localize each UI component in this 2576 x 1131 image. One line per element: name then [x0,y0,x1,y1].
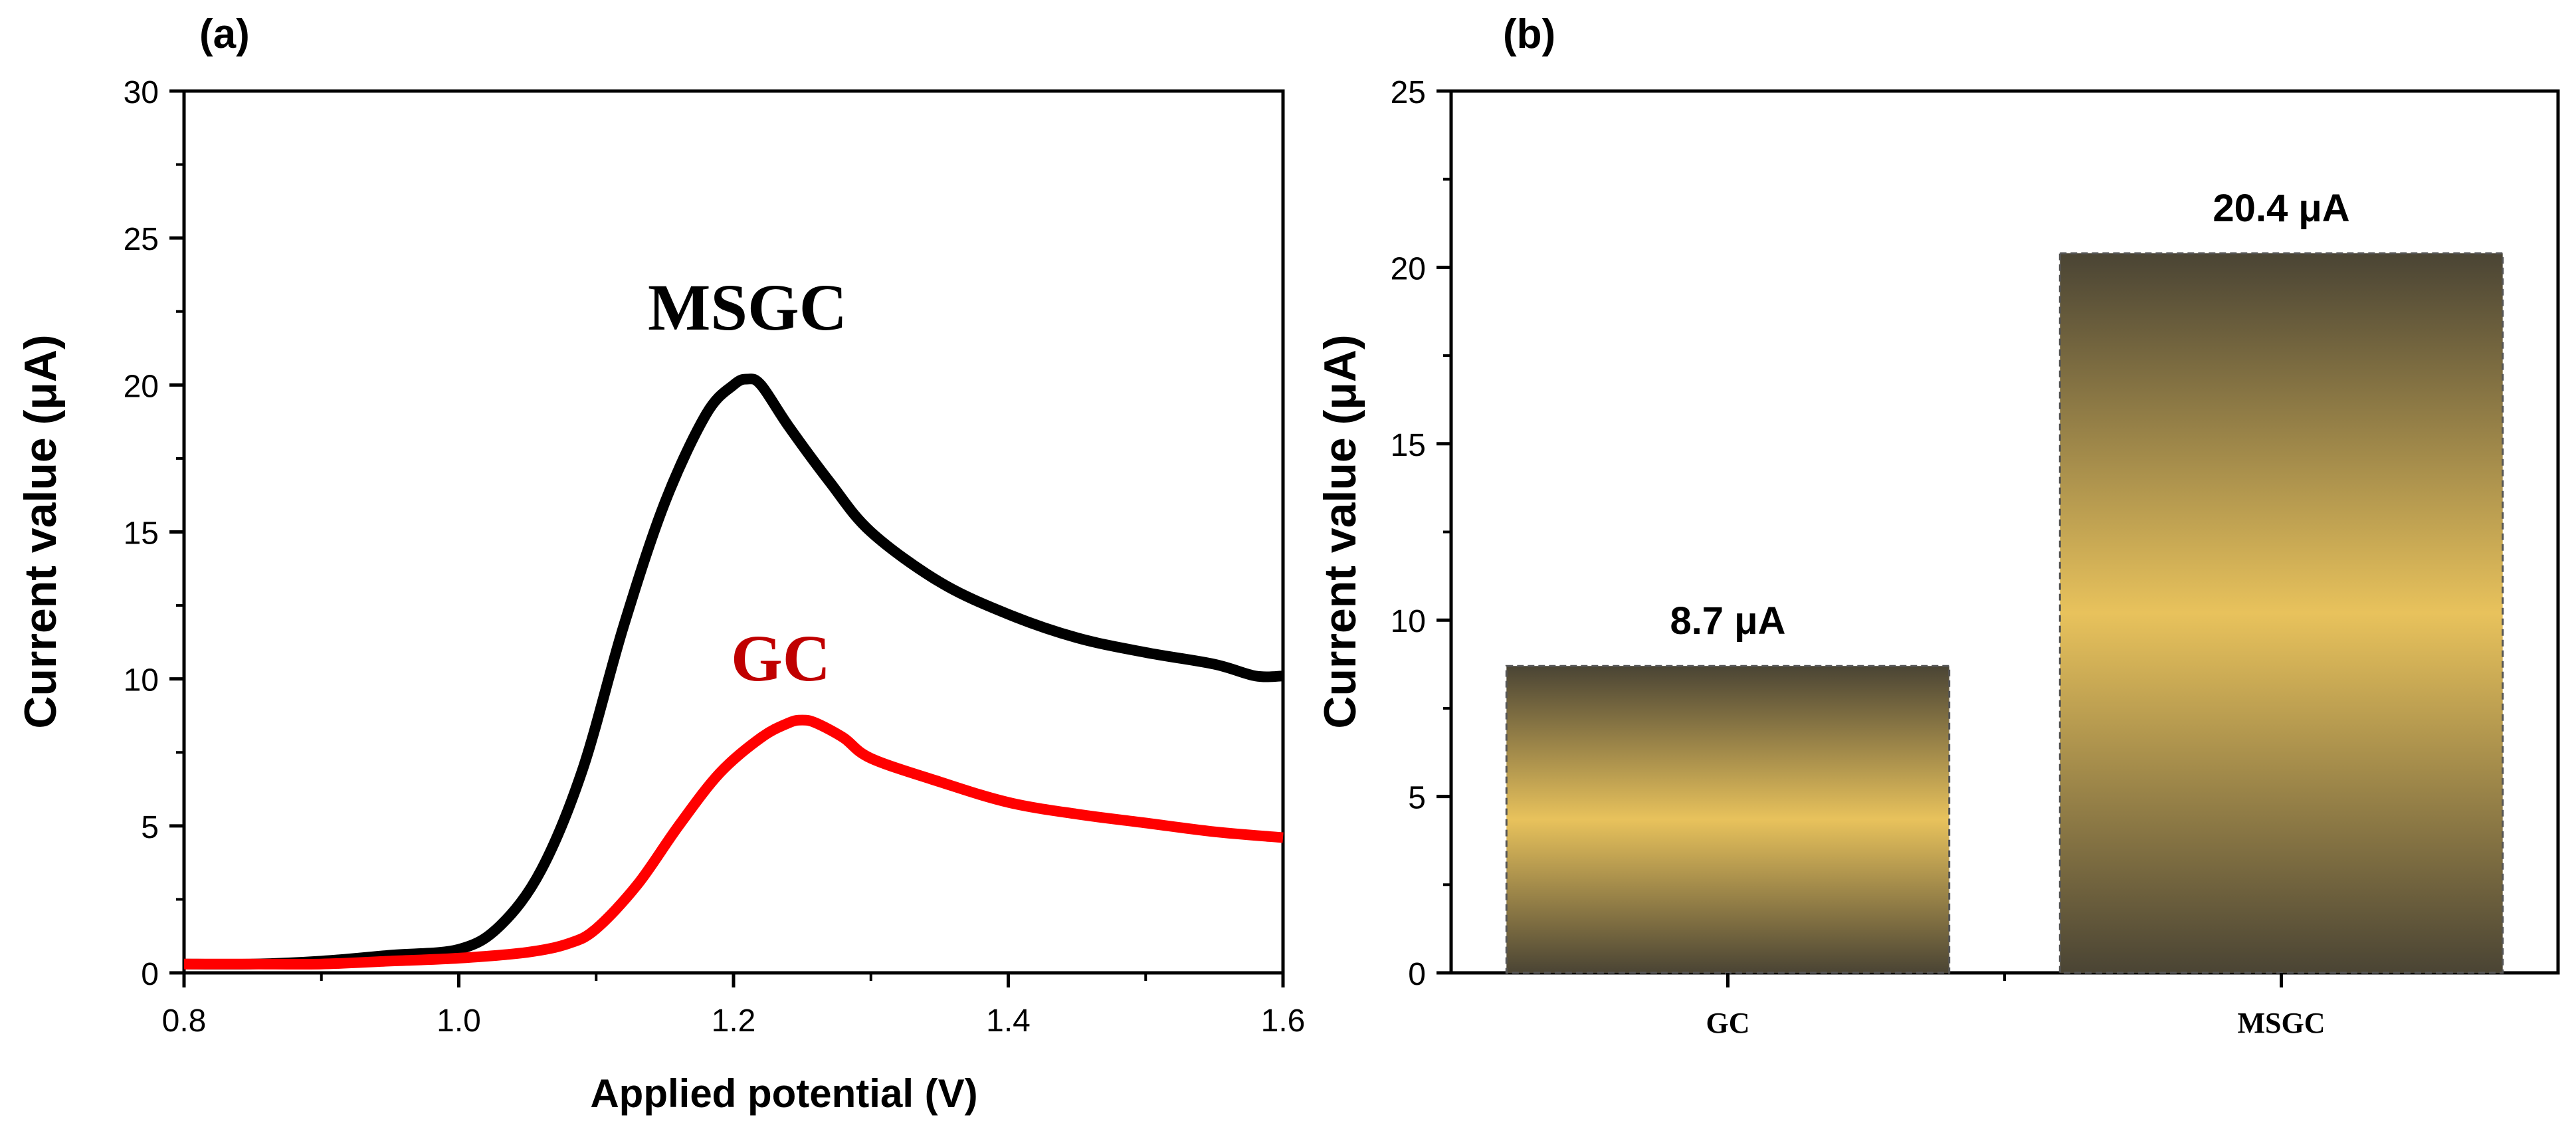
x-tick-label-a: 1.0 [437,1003,481,1039]
panel-a-label: (a) [199,11,250,57]
data-label-msgc: 20.4 μA [2213,187,2349,230]
bar-msgc [2058,252,2504,974]
y-tick-label-a: 25 [124,222,159,257]
y-tick-label-b: 0 [1408,957,1426,992]
category-label-msgc: MSGC [2238,1007,2326,1039]
x-axis-label-a: Applied potential (V) [590,1071,977,1116]
x-tick-label-a: 0.8 [162,1003,207,1039]
y-tick-label-a: 30 [124,75,159,110]
x-tick-label-a: 1.6 [1261,1003,1306,1039]
series-line-gc [183,714,1284,970]
y-tick-label-b: 10 [1391,604,1426,639]
panel-b-label: (b) [1503,11,1555,57]
x-axis-ticks-a: 0.8 1.0 1.2 1.4 1.6 [162,973,1306,1039]
y-tick-label-b: 15 [1391,428,1426,463]
y-axis-label-b: Current value (μA) [1315,334,1365,728]
y-tick-label-a: 0 [141,957,159,992]
x-tick-label-a: 1.2 [712,1003,756,1039]
y-tick-label-b: 5 [1408,781,1426,816]
y-axis-ticks-b: 0 5 10 15 20 25 [1391,75,1451,992]
y-tick-label-a: 10 [124,663,159,698]
plot-frame-a [182,89,1285,975]
annotation-gc: GC [731,621,831,695]
y-axis-label-a: Current value (μA) [15,334,66,728]
y-tick-label-a: 5 [141,810,159,845]
y-tick-label-b: 20 [1391,251,1426,286]
y-tick-label-b: 25 [1391,75,1426,110]
category-label-gc: GC [1706,1007,1750,1039]
series-line-msgc [183,373,1284,970]
bars-group-b: GC 8.7 μA MSGC 20.4 μA [1505,187,2504,1039]
data-label-gc: 8.7 μA [1670,599,1785,643]
bar-chart-panel-b: (b) 0 5 10 15 20 25 GC 8.7 μA MSGC 20.4 μA Curre… [1315,11,2560,1039]
bar-gc [1505,665,1951,974]
y-tick-label-a: 20 [124,369,159,404]
y-tick-label-a: 15 [124,516,159,552]
x-tick-label-a: 1.4 [986,1003,1031,1039]
line-chart-panel-a: (a) 0 5 10 15 20 25 30 0.8 1.0 1.2 1.4 1.6 MSGC GC… [15,11,1305,1116]
series-group-a [183,373,1284,970]
annotation-msgc: MSGC [648,270,847,344]
y-axis-ticks-a: 0 5 10 15 20 25 30 [124,75,184,992]
